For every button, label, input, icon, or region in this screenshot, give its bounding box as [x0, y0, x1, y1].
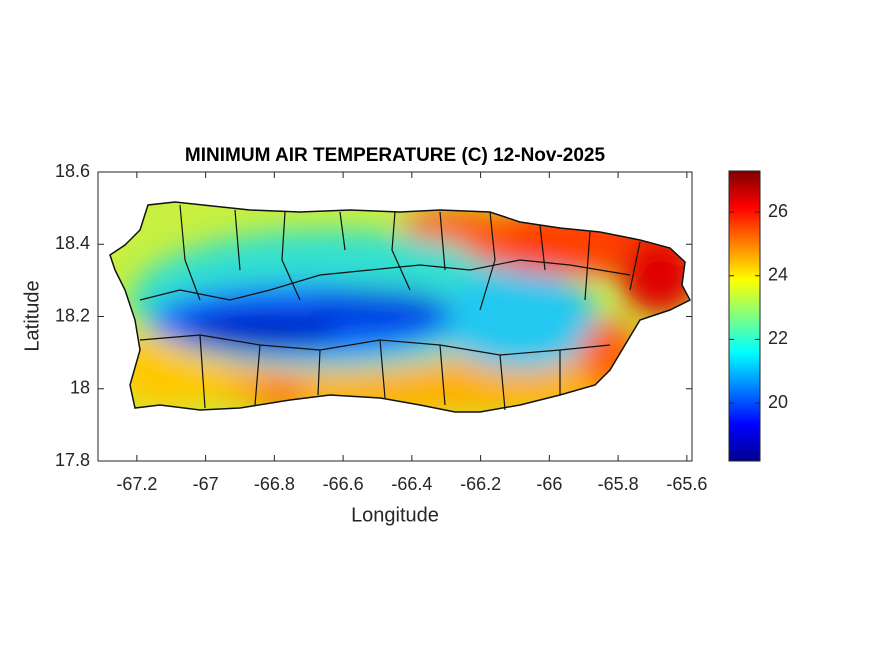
colorbar-tick-label: 26 — [768, 201, 788, 221]
x-tick-label: -66.6 — [323, 474, 364, 494]
temperature-field — [110, 202, 690, 412]
y-tick-label: 18.2 — [55, 305, 90, 325]
y-tick-label: 18.4 — [55, 233, 90, 253]
boundaries — [109, 201, 692, 413]
x-tick-label: -67.2 — [116, 474, 157, 494]
colorbar-tick-label: 20 — [768, 392, 788, 412]
y-tick-label: 17.8 — [55, 450, 90, 470]
y-tick-label: 18 — [70, 378, 90, 398]
x-tick-label: -67 — [193, 474, 219, 494]
colorbar — [728, 170, 761, 462]
x-tick-label: -65.6 — [666, 474, 707, 494]
x-tick-label: -65.8 — [598, 474, 639, 494]
y-tick-label: 18.6 — [55, 161, 90, 181]
x-axis-label: Longitude — [351, 504, 439, 526]
x-tick-label: -66.4 — [391, 474, 432, 494]
y-axis-label: Latitude — [21, 280, 43, 351]
x-tick-label: -66.8 — [254, 474, 295, 494]
chart-title: MINIMUM AIR TEMPERATURE (C) 12-Nov-2025 — [185, 145, 606, 166]
colorbar-tick-label: 22 — [768, 328, 788, 348]
x-tick-label: -66.2 — [460, 474, 501, 494]
x-tick-label: -66 — [536, 474, 562, 494]
colorbar-tick-label: 24 — [768, 264, 788, 284]
